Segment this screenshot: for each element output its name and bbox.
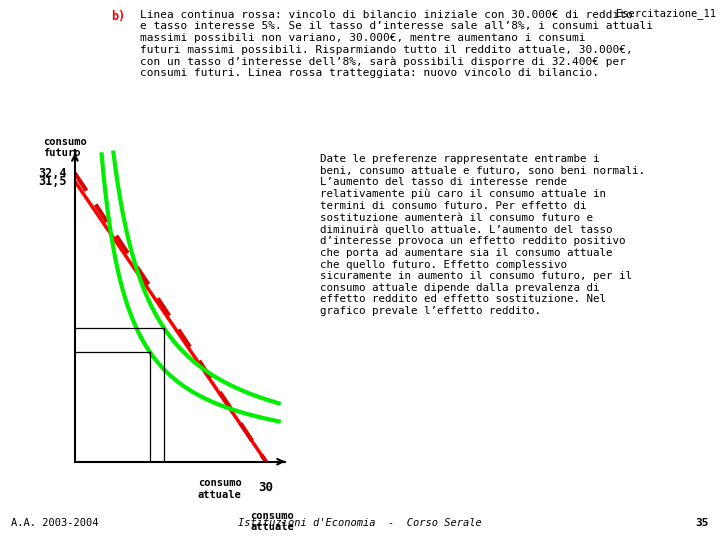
Text: 35: 35: [696, 518, 709, 528]
Text: A.A. 2003-2004: A.A. 2003-2004: [11, 518, 99, 528]
Text: 32,4: 32,4: [39, 167, 67, 180]
Text: Esercitazione_11: Esercitazione_11: [616, 8, 716, 19]
Text: Linea continua rossa: vincolo di bilancio iniziale con 30.000€ di reddito
e tass: Linea continua rossa: vincolo di bilanci…: [140, 10, 654, 78]
Text: consumo
attuale: consumo attuale: [198, 478, 241, 500]
Text: Date le preferenze rappresentate entrambe i
beni, consumo attuale e futuro, sono: Date le preferenze rappresentate entramb…: [320, 154, 645, 316]
Text: 31,5: 31,5: [39, 175, 67, 188]
Text: Istituzioni d'Economia  -  Corso Serale: Istituzioni d'Economia - Corso Serale: [238, 518, 482, 528]
Text: consumo
attuale: consumo attuale: [251, 511, 294, 532]
Text: b): b): [112, 10, 126, 23]
Text: 30: 30: [258, 481, 274, 494]
Text: consumo
futuro: consumo futuro: [43, 137, 87, 158]
